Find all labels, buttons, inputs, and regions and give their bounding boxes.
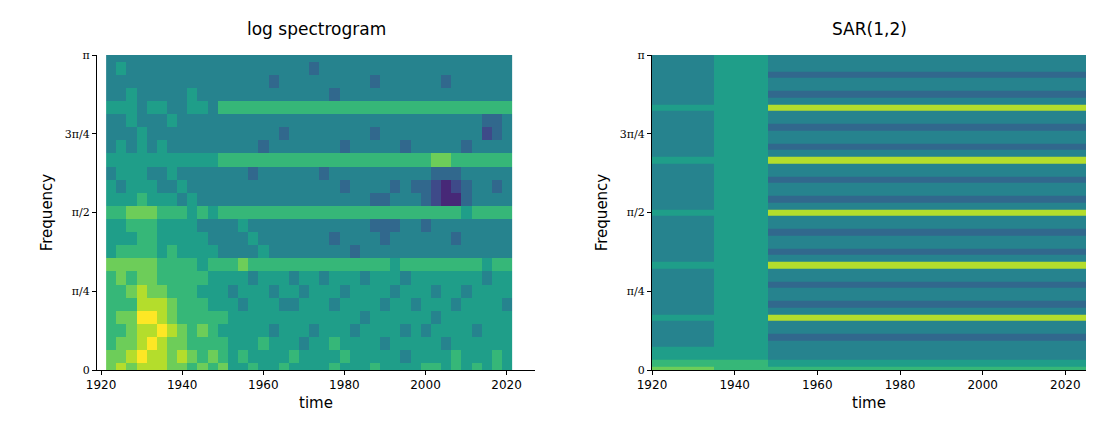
svg-text:1920: 1920 (86, 378, 117, 392)
svg-text:0: 0 (83, 364, 90, 377)
svg-text:time: time (299, 394, 333, 412)
svg-text:Frequency: Frequency (593, 174, 611, 252)
svg-text:1920: 1920 (637, 378, 668, 392)
svg-text:1960: 1960 (248, 378, 279, 392)
svg-text:log spectrogram: log spectrogram (247, 19, 386, 39)
svg-text:2020: 2020 (1050, 378, 1081, 392)
svg-text:π/4: π/4 (627, 285, 645, 298)
svg-text:time: time (852, 394, 886, 412)
svg-text:π/4: π/4 (72, 285, 90, 298)
svg-text:π/2: π/2 (72, 206, 90, 219)
svg-text:1980: 1980 (329, 378, 360, 392)
svg-text:3π/4: 3π/4 (620, 128, 645, 141)
svg-text:SAR(1,2): SAR(1,2) (832, 19, 907, 39)
svg-text:π: π (83, 49, 90, 62)
svg-text:1940: 1940 (719, 378, 750, 392)
svg-text:π/2: π/2 (627, 206, 645, 219)
svg-text:1940: 1940 (167, 378, 198, 392)
svg-text:Frequency: Frequency (38, 174, 56, 252)
svg-text:1980: 1980 (885, 378, 916, 392)
svg-text:2000: 2000 (967, 378, 998, 392)
svg-text:3π/4: 3π/4 (65, 128, 90, 141)
svg-text:1960: 1960 (802, 378, 833, 392)
svg-text:2020: 2020 (491, 378, 522, 392)
svg-text:0: 0 (638, 364, 645, 377)
svg-text:2000: 2000 (410, 378, 441, 392)
svg-text:π: π (638, 49, 645, 62)
